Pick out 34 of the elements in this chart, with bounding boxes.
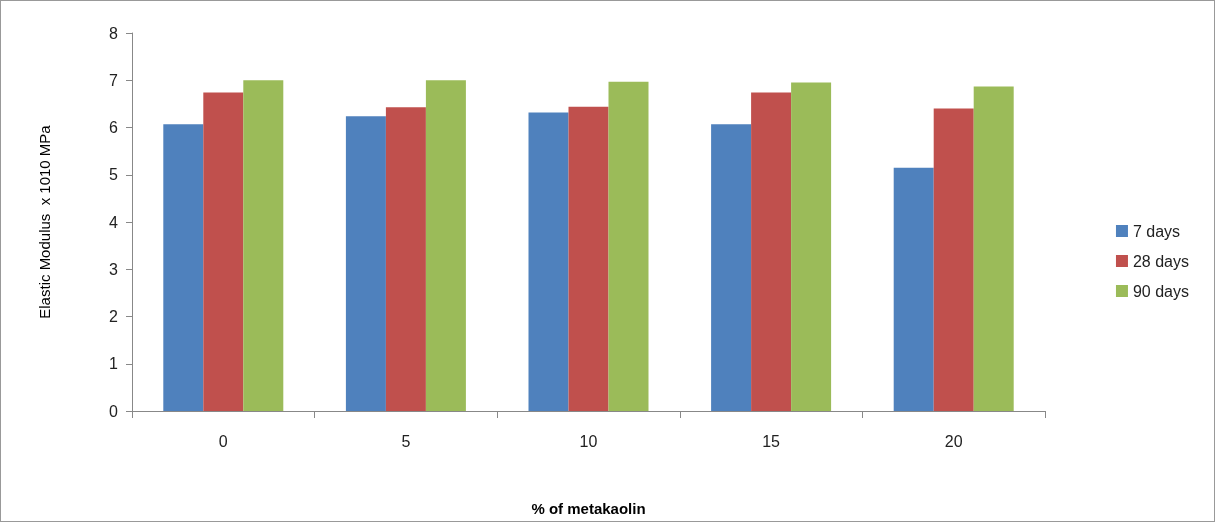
bar	[711, 124, 752, 411]
bar	[203, 92, 244, 411]
y-tick-label: 8	[109, 24, 119, 42]
x-tick-label: 0	[218, 432, 228, 450]
y-tick-label: 7	[109, 71, 119, 89]
y-tick-label: 0	[109, 402, 119, 420]
y-tick-label: 2	[109, 308, 119, 325]
y-tick-label: 6	[109, 119, 119, 136]
bar	[751, 92, 792, 411]
x-tick-label: 20	[944, 432, 963, 450]
bar	[345, 116, 386, 411]
legend-label: 90 days	[1132, 282, 1190, 300]
y-tick-label: 5	[109, 166, 119, 184]
x-axis-title: % of metakaolin	[531, 500, 646, 517]
bar	[425, 80, 466, 411]
bar	[163, 124, 204, 411]
bar	[973, 86, 1014, 411]
y-tick-label: 4	[109, 213, 119, 231]
bar	[568, 106, 609, 411]
x-tick-label: 5	[401, 432, 411, 450]
x-tick-label: 15	[762, 432, 781, 450]
bar	[243, 80, 284, 411]
bar	[608, 81, 649, 411]
y-axis-title: Elastic Modulus x 1010 MPa	[36, 124, 53, 319]
x-tick-label: 10	[579, 432, 598, 450]
legend-label: 28 days	[1132, 252, 1190, 270]
bar	[893, 167, 934, 411]
bar	[528, 112, 569, 411]
bar	[791, 82, 832, 411]
bar	[385, 107, 426, 411]
legend-label: 7 days	[1132, 222, 1181, 240]
y-tick-label: 3	[109, 260, 119, 278]
bar	[933, 108, 974, 411]
y-tick-label: 1	[109, 355, 119, 373]
